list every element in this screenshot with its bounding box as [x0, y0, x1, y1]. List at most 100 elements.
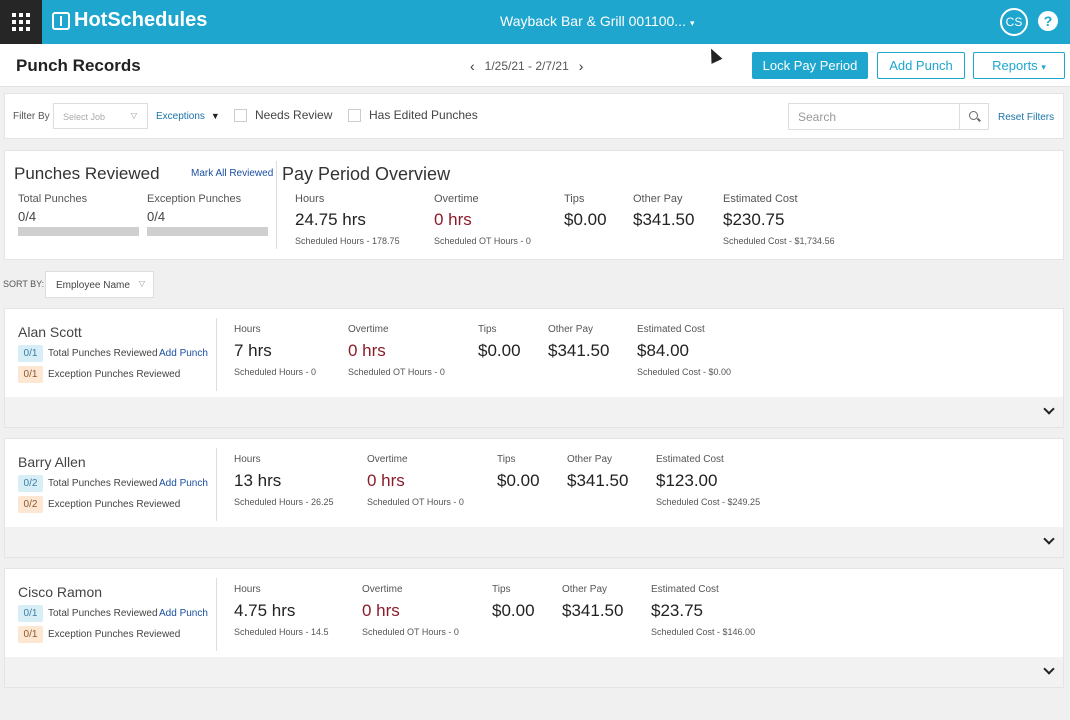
estimated-cost-value: $23.75 — [651, 601, 703, 620]
user-avatar[interactable]: CS — [1000, 8, 1028, 36]
brand-mark-icon — [52, 11, 70, 30]
scheduled-hours: Scheduled Hours - 14.5 — [234, 627, 329, 637]
other-pay-value: $341.50 — [562, 601, 624, 620]
chevron-down-icon: ▾ — [1041, 62, 1046, 72]
scheduled-hours: Scheduled Hours - 0 — [234, 367, 317, 377]
page-title: Punch Records — [16, 56, 141, 75]
overview-panel: Punches Reviewed Mark All Reviewed Total… — [4, 150, 1064, 260]
scheduled-cost: Scheduled Cost - $146.00 — [651, 627, 756, 637]
exception-reviewed-label: Exception Punches Reviewed — [48, 629, 181, 640]
total-reviewed-label: Total Punches Reviewed — [48, 478, 158, 489]
estimated-cost-label: Estimated Cost — [656, 454, 724, 465]
chevron-down-icon: ▽ — [138, 279, 145, 288]
filter-by-label: Filter By — [13, 111, 50, 122]
filter-bar: Filter By Select Job ▽ Exceptions ▼ Needs… — [4, 93, 1064, 139]
exception-reviewed-badge: 0/2 — [18, 496, 43, 513]
job-select[interactable]: Select Job ▽ — [53, 103, 148, 129]
total-punches-progress — [18, 227, 139, 236]
sort-by-value: Employee Name — [56, 280, 130, 291]
add-punch-link[interactable]: Add Punch — [159, 478, 208, 489]
card-expand-bar[interactable] — [5, 397, 1063, 427]
exceptions-dropdown[interactable]: Exceptions ▼ — [156, 111, 220, 122]
chevron-down-icon: ▾ — [689, 18, 695, 28]
total-reviewed-badge: 0/2 — [18, 475, 43, 492]
card-expand-bar[interactable] — [5, 527, 1063, 557]
chevron-down-icon[interactable] — [1043, 663, 1055, 675]
chevron-down-icon[interactable] — [1043, 403, 1055, 415]
hours-label: Hours — [234, 584, 261, 595]
other-pay-label: Other Pay — [567, 454, 613, 465]
tips-value: $0.00 — [478, 341, 521, 360]
tips-label: Tips — [492, 584, 511, 595]
tips-value: $0.00 — [497, 471, 540, 490]
brand-name: HotSchedules — [74, 9, 208, 31]
help-icon[interactable]: ? — [1038, 11, 1058, 31]
reset-filters-link[interactable]: Reset Filters — [998, 112, 1055, 123]
search-input[interactable]: Search — [788, 103, 960, 130]
estimated-cost-label: Estimated Cost — [651, 584, 719, 595]
reports-button[interactable]: Reports ▾ — [973, 52, 1065, 79]
overtime-label: Overtime — [367, 454, 408, 465]
pay-period-overview-title: Pay Period Overview — [282, 164, 451, 184]
previous-period-icon[interactable]: ‹ — [470, 58, 475, 74]
estimated-cost-value: $123.00 — [656, 471, 718, 490]
total-reviewed-label: Total Punches Reviewed — [48, 348, 158, 359]
overtime-value: 0 hrs — [348, 341, 386, 360]
next-period-icon[interactable]: › — [578, 58, 584, 74]
add-punch-link[interactable]: Add Punch — [159, 348, 208, 359]
employee-card: Alan Scott 0/1 Total Punches Reviewed Ad… — [4, 308, 1064, 428]
exception-reviewed-label: Exception Punches Reviewed — [48, 499, 181, 510]
hours-label: Hours — [234, 454, 261, 465]
reports-label: Reports — [992, 58, 1038, 73]
estimated-cost-value: $84.00 — [637, 341, 689, 360]
chevron-down-icon: ▼ — [210, 111, 220, 121]
exception-punches-value: 0/4 — [147, 209, 166, 224]
exception-punches-progress — [147, 227, 268, 236]
top-bar: HotSchedules Wayback Bar & Grill 001100.… — [0, 0, 1070, 44]
divider — [216, 318, 217, 391]
estimated-cost-label: Estimated Cost — [723, 193, 798, 205]
hours-value: 13 hrs — [234, 471, 282, 490]
overtime-label: Overtime — [434, 193, 479, 205]
overtime-value: 0 hrs — [434, 210, 472, 229]
add-punch-button[interactable]: Add Punch — [877, 52, 965, 79]
add-punch-link[interactable]: Add Punch — [159, 608, 208, 619]
hours-value: 7 hrs — [234, 341, 272, 360]
tips-label: Tips — [478, 324, 497, 335]
location-name: Wayback Bar & Grill 001100... — [500, 13, 686, 29]
checkbox-box[interactable] — [234, 108, 247, 122]
punches-reviewed-title: Punches Reviewed — [14, 164, 160, 183]
tips-label: Tips — [564, 193, 585, 205]
other-pay-label: Other Pay — [562, 584, 608, 595]
card-expand-bar[interactable] — [5, 657, 1063, 687]
has-edited-punches-checkbox[interactable]: Has Edited Punches — [348, 108, 478, 122]
checkbox-box[interactable] — [348, 108, 361, 122]
divider — [216, 448, 217, 521]
brand-logo[interactable]: HotSchedules — [52, 9, 207, 32]
search-button[interactable] — [960, 103, 989, 130]
app-grid-icon[interactable] — [0, 0, 42, 44]
chevron-down-icon[interactable] — [1043, 533, 1055, 545]
employee-card: Barry Allen 0/2 Total Punches Reviewed A… — [4, 438, 1064, 558]
other-pay-value: $341.50 — [567, 471, 629, 490]
overtime-label: Overtime — [362, 584, 403, 595]
location-selector[interactable]: Wayback Bar & Grill 001100... ▾ — [500, 13, 695, 29]
total-reviewed-badge: 0/1 — [18, 605, 43, 622]
scheduled-ot-hours: Scheduled OT Hours - 0 — [362, 627, 459, 637]
overtime-label: Overtime — [348, 324, 389, 335]
estimated-cost-label: Estimated Cost — [637, 324, 705, 335]
page-header: Punch Records ‹ 1/25/21 - 2/7/21 › Lock … — [0, 44, 1070, 87]
lock-pay-period-button[interactable]: Lock Pay Period — [752, 52, 868, 79]
other-pay-value: $341.50 — [633, 210, 695, 229]
mark-all-reviewed-link[interactable]: Mark All Reviewed — [191, 168, 274, 179]
needs-review-checkbox[interactable]: Needs Review — [234, 108, 332, 122]
scheduled-ot-hours: Scheduled OT Hours - 0 — [348, 367, 445, 377]
sort-by-label: SORT BY: — [3, 279, 45, 289]
hours-value: 4.75 hrs — [234, 601, 296, 620]
exception-reviewed-label: Exception Punches Reviewed — [48, 369, 181, 380]
needs-review-label: Needs Review — [255, 108, 333, 122]
sort-by-select[interactable]: Employee Name ▽ — [45, 271, 154, 298]
estimated-cost-value: $230.75 — [723, 210, 785, 229]
hours-value: 24.75 hrs — [295, 210, 366, 229]
divider — [216, 578, 217, 651]
